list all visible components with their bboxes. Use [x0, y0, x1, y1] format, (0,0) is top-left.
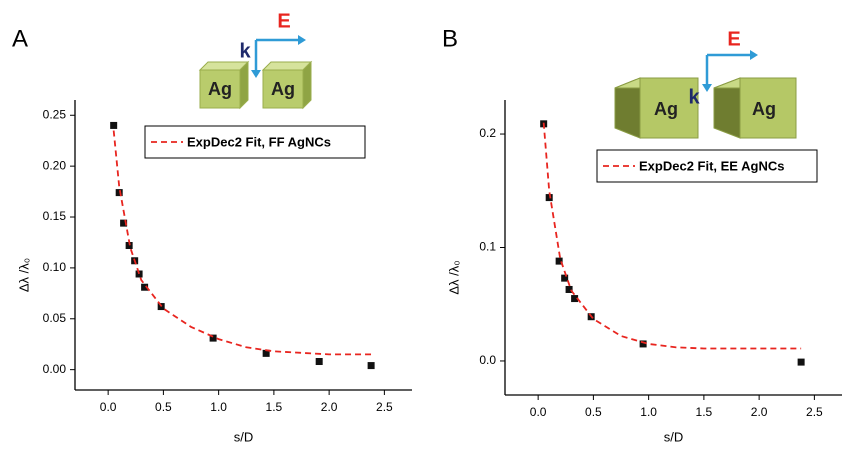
- cube-label: Ag: [654, 99, 678, 119]
- data-point: [797, 358, 805, 366]
- cube-label: Ag: [271, 79, 295, 99]
- x-tick-label: 0.5: [585, 405, 602, 419]
- y-tick-label: 0.0: [479, 353, 496, 367]
- cube-front: [199, 69, 241, 109]
- fit-line: [112, 130, 372, 356]
- data-point: [555, 257, 563, 265]
- data-point: [565, 285, 573, 293]
- k-label: k: [239, 40, 251, 62]
- data-point: [135, 270, 143, 278]
- x-tick-label: 1.5: [266, 400, 283, 414]
- cube-side: [239, 60, 249, 110]
- x-tick-label: 0.0: [530, 405, 547, 419]
- data-point: [571, 295, 579, 303]
- x-tick-label: 0.5: [155, 400, 172, 414]
- data-point: [561, 274, 569, 282]
- cube-label: Ag: [208, 79, 232, 99]
- x-tick-label: 1.0: [640, 405, 657, 419]
- arrow-head: [251, 70, 261, 78]
- data-point: [115, 189, 123, 197]
- panel-label: A: [12, 25, 28, 52]
- x-tick-label: 2.0: [751, 405, 768, 419]
- x-tick-label: 0.0: [100, 400, 117, 414]
- y-tick-label: 0.1: [479, 240, 496, 254]
- e-label: E: [277, 10, 290, 32]
- y-tick-label: 0.10: [43, 260, 67, 274]
- cube-front: [639, 77, 699, 139]
- arrow-head: [298, 35, 306, 45]
- x-tick-label: 2.5: [376, 400, 393, 414]
- legend-label: ExpDec2 Fit, FF AgNCs: [187, 134, 331, 149]
- cube-side: [302, 60, 312, 110]
- y-tick-label: 0.05: [43, 311, 67, 325]
- data-point: [315, 358, 323, 366]
- x-axis-label: s/D: [234, 429, 254, 444]
- x-axis-label: s/D: [664, 429, 684, 444]
- data-point: [209, 334, 217, 342]
- y-axis-label: Δλ /λ₀: [446, 260, 461, 294]
- data-point: [262, 349, 270, 357]
- y-tick-label: 0.00: [43, 362, 67, 376]
- x-tick-label: 2.0: [321, 400, 338, 414]
- cube-front: [262, 69, 304, 109]
- panel-label: B: [442, 25, 458, 52]
- x-tick-label: 1.5: [696, 405, 713, 419]
- data-point: [367, 362, 375, 370]
- y-tick-label: 0.15: [43, 209, 67, 223]
- data-point: [125, 242, 133, 250]
- x-tick-label: 1.0: [210, 400, 227, 414]
- arrow-head: [702, 84, 712, 92]
- y-axis-label: Δλ /λ₀: [16, 258, 31, 292]
- fit-line: [542, 122, 802, 350]
- data-point: [110, 121, 118, 129]
- y-tick-label: 0.20: [43, 158, 67, 172]
- x-tick-label: 2.5: [806, 405, 823, 419]
- arrow-head: [750, 50, 758, 60]
- legend-label: ExpDec2 Fit, EE AgNCs: [639, 158, 784, 173]
- data-point: [141, 283, 149, 291]
- data-point: [545, 194, 553, 202]
- inset-a: Ag Ag k E: [198, 10, 313, 110]
- cube-label: Ag: [752, 99, 776, 119]
- cube-front: [739, 77, 797, 139]
- e-label: E: [727, 28, 740, 50]
- k-label: k: [688, 86, 700, 108]
- inset-b: Ag Ag k E: [614, 28, 797, 139]
- data-point: [639, 340, 647, 348]
- y-tick-label: 0.2: [479, 126, 496, 140]
- y-tick-label: 0.25: [43, 107, 67, 121]
- data-point: [120, 219, 128, 227]
